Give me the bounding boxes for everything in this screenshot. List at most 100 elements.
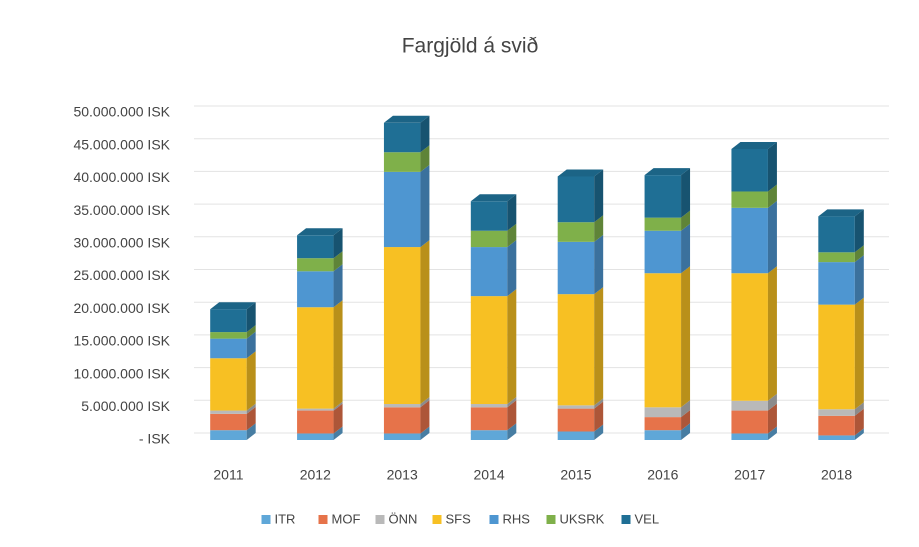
bar-side [767, 200, 777, 274]
bar-side [767, 266, 777, 401]
bar-side [246, 403, 256, 414]
bar-side [333, 426, 343, 440]
bar-segment [297, 410, 334, 434]
bar-segment [470, 247, 508, 297]
x-tick-label: 2018 [821, 467, 852, 483]
bar-side [681, 168, 691, 218]
bar-side [767, 426, 777, 440]
legend-label: MOF [332, 511, 361, 526]
bar-side [507, 194, 517, 231]
legend-label: UKSRK [560, 511, 605, 526]
bar-segment [818, 304, 855, 410]
bar-side [767, 393, 777, 411]
bar-side [594, 234, 604, 295]
bar-side [854, 402, 864, 416]
x-tick-label: 2016 [647, 467, 678, 483]
bar-segment [210, 413, 247, 431]
legend-swatch [489, 515, 499, 524]
legend-swatch [546, 515, 556, 524]
bar-side [507, 397, 517, 408]
bar-segment [210, 338, 247, 359]
x-tick-label: 2011 [213, 467, 243, 483]
bar-side [507, 423, 517, 440]
bar-segment [818, 216, 855, 253]
bar-side [420, 240, 430, 405]
bar-side [507, 223, 517, 248]
bar-side [420, 115, 430, 153]
bar-side [420, 426, 430, 440]
bar-top [383, 115, 430, 123]
bar-segment [297, 307, 334, 409]
y-tick-label: 40.000.000 ISK [73, 169, 170, 185]
bar-side [594, 287, 604, 406]
bar-side [854, 209, 864, 253]
x-tick-label: 2017 [734, 467, 765, 483]
bar-top [557, 169, 604, 177]
bar-side [594, 215, 604, 242]
bar-side [507, 240, 517, 297]
bar-side [594, 169, 604, 223]
bar-segment [557, 222, 595, 242]
bar-segment [210, 430, 247, 440]
y-tick-label: 20.000.000 ISK [73, 300, 170, 316]
bar-side [333, 300, 343, 409]
bar-segment [557, 294, 595, 406]
bar-side [854, 255, 864, 305]
bar-segment [731, 400, 768, 411]
bar-segment [297, 408, 334, 411]
bar-side [681, 410, 691, 431]
bar-segment [557, 241, 595, 295]
bar-side [333, 401, 343, 411]
bar-side [507, 289, 517, 405]
bar-top [644, 168, 691, 176]
bar-segment [644, 273, 682, 408]
bar-side [246, 331, 256, 359]
bar-segment [210, 332, 247, 339]
bar-segment [210, 410, 247, 414]
bar-side [246, 302, 256, 333]
bar-segment [644, 175, 682, 218]
y-tick-label: 50.000.000 ISK [73, 104, 170, 120]
legend-swatch [432, 515, 442, 524]
legend-swatch [621, 515, 631, 524]
bar-segment [297, 235, 334, 259]
bar-side [767, 184, 777, 208]
legend-label: SFS [446, 511, 472, 526]
bar-side [681, 223, 691, 274]
bar-top [818, 209, 864, 217]
bar-segment [644, 407, 682, 418]
x-tick-label: 2015 [560, 467, 591, 483]
bar-side [854, 297, 864, 410]
bar-side [681, 266, 691, 408]
bar-segment [644, 430, 682, 440]
bar-side [767, 403, 777, 434]
bar-segment [383, 433, 421, 440]
bar-segment [470, 296, 508, 405]
legend-label: ITR [275, 511, 296, 526]
bar-side [507, 400, 517, 431]
legend-swatch [318, 515, 328, 524]
bar-side [420, 397, 430, 408]
bar-top [297, 228, 343, 236]
bar-segment [731, 433, 768, 440]
bar-segment [818, 252, 855, 263]
bar-segment [470, 430, 508, 440]
y-tick-label: 15.000.000 ISK [73, 333, 170, 349]
x-tick-label: 2012 [300, 467, 331, 483]
bar-segment [731, 191, 768, 208]
bar-segment [731, 148, 768, 192]
bar-segment [731, 207, 768, 274]
bar-side [246, 325, 256, 339]
x-tick-label: 2014 [473, 467, 504, 483]
bar-side [767, 141, 777, 192]
bar-segment [383, 247, 421, 405]
bar-side [594, 401, 604, 432]
bar-segment [557, 405, 595, 409]
bar-side [246, 351, 256, 411]
bar-segment [470, 404, 508, 408]
bar-segment [383, 152, 421, 172]
y-tick-label: 45.000.000 ISK [73, 136, 170, 152]
bar-segment [818, 415, 855, 436]
bar-segment [818, 409, 855, 416]
legend-label: VEL [635, 511, 660, 526]
